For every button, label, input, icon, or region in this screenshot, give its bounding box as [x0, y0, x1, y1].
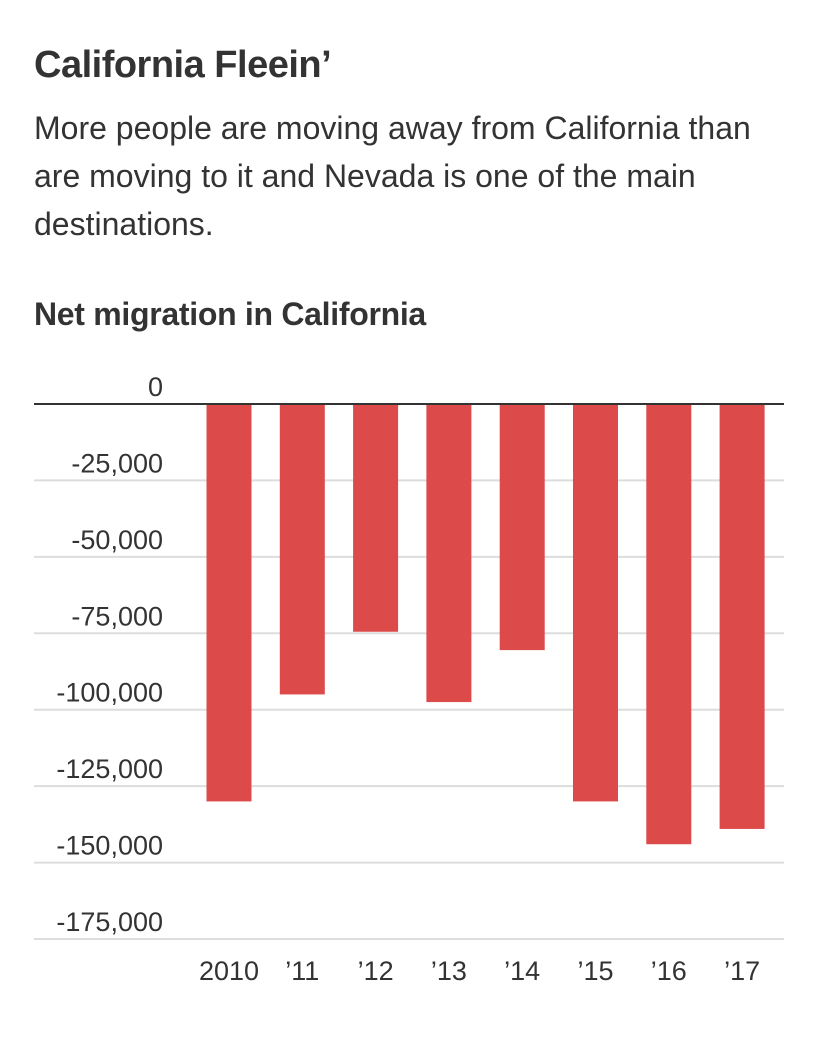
y-tick-label: -175,000: [56, 907, 163, 937]
bar: [426, 404, 472, 703]
bar: [353, 404, 399, 632]
y-tick-label: -125,000: [56, 754, 163, 784]
bar: [206, 404, 252, 802]
y-tick-label: -150,000: [56, 831, 163, 861]
y-tick-label: -100,000: [56, 678, 163, 708]
x-tick-label: ’17: [724, 956, 760, 986]
y-tick-label: -50,000: [71, 525, 163, 555]
x-tick-label: ’13: [431, 956, 467, 986]
x-tick-label: ’16: [651, 956, 687, 986]
bars: [206, 404, 765, 845]
chart-title: Net migration in California: [34, 296, 426, 332]
bar: [719, 404, 765, 829]
x-tick-label: ’11: [285, 956, 319, 986]
bar: [499, 404, 545, 651]
bar: [573, 404, 618, 802]
headline: California Fleein’: [34, 44, 332, 86]
y-tick-label: -25,000: [71, 448, 163, 478]
bar: [279, 404, 325, 695]
x-tick-label: ’12: [358, 956, 394, 986]
x-tick-label: ’14: [504, 956, 540, 986]
subheadline: More people are moving away from Califor…: [34, 110, 751, 242]
x-tick-label: 2010: [199, 956, 259, 986]
y-tick-label: 0: [148, 372, 163, 402]
tick-labels: 0 -25,000 -50,000 -75,000 -100,000 -125,000 -1…: [56, 372, 760, 986]
y-tick-label: -75,000: [71, 601, 163, 631]
x-tick-label: ’15: [577, 956, 613, 986]
bar: [646, 404, 692, 845]
gridlines: [34, 479, 784, 940]
